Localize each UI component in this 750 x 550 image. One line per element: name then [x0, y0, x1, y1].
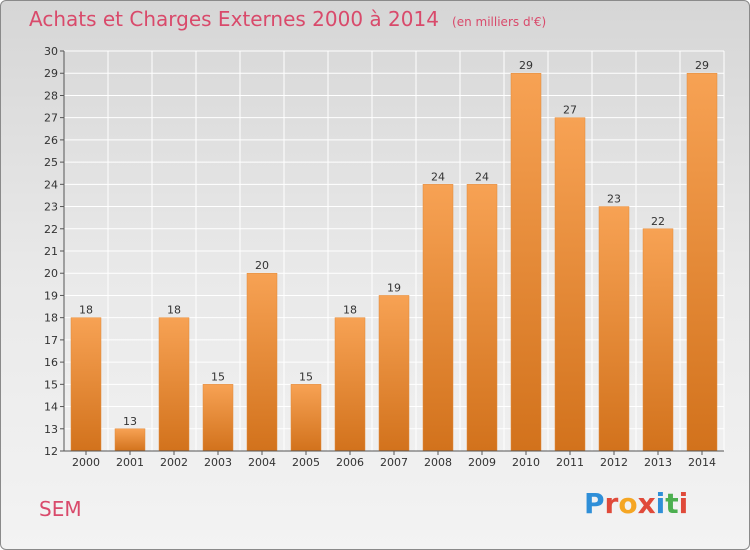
- bar: [466, 184, 498, 452]
- y-tick-label: 12: [44, 445, 58, 458]
- bar: [334, 317, 366, 452]
- x-tick-label: 2002: [160, 456, 188, 469]
- bar-value-label: 24: [475, 170, 489, 183]
- bar: [290, 384, 322, 452]
- y-tick-label: 22: [44, 223, 58, 236]
- bar-value-label: 15: [299, 370, 313, 383]
- x-tick-label: 2011: [556, 456, 584, 469]
- bar-value-label: 18: [79, 304, 93, 317]
- bar: [510, 72, 542, 452]
- x-tick-label: 2012: [600, 456, 628, 469]
- y-tick-label: 16: [44, 356, 58, 369]
- bar-value-label: 13: [123, 415, 137, 428]
- bar-value-label: 18: [167, 304, 181, 317]
- x-tick-label: 2003: [204, 456, 232, 469]
- bar-value-label: 15: [211, 370, 225, 383]
- y-tick-label: 20: [44, 267, 58, 280]
- logo-letter: r: [604, 487, 619, 520]
- y-tick-label: 14: [44, 401, 58, 414]
- x-tick-label: 2005: [292, 456, 320, 469]
- chart-unit: (en milliers d'€): [452, 15, 547, 29]
- logo-letter: x: [637, 487, 656, 520]
- bar-value-label: 20: [255, 259, 269, 272]
- proxiti-logo: Proxiti: [584, 487, 688, 520]
- bar: [554, 117, 586, 452]
- y-tick-label: 21: [44, 245, 58, 258]
- bar-value-label: 29: [519, 59, 533, 72]
- x-tick-label: 2007: [380, 456, 408, 469]
- y-tick-label: 28: [44, 89, 58, 102]
- x-tick-label: 2008: [424, 456, 452, 469]
- logo-letter: t: [665, 487, 679, 520]
- bar-value-label: 24: [431, 170, 445, 183]
- bar-value-label: 18: [343, 304, 357, 317]
- bar: [378, 295, 410, 452]
- bar: [686, 72, 718, 452]
- bar: [158, 317, 190, 452]
- bar: [70, 317, 102, 452]
- y-tick-label: 15: [44, 378, 58, 391]
- x-tick-label: 2000: [72, 456, 100, 469]
- x-tick-label: 2006: [336, 456, 364, 469]
- y-tick-label: 27: [44, 112, 58, 125]
- bar-value-label: 19: [387, 281, 401, 294]
- y-tick-label: 23: [44, 201, 58, 214]
- chart-title: Achats et Charges Externes 2000 à 2014: [29, 7, 439, 31]
- y-tick-label: 25: [44, 156, 58, 169]
- x-tick-label: 2010: [512, 456, 540, 469]
- bar-value-label: 29: [695, 59, 709, 72]
- x-tick-label: 2001: [116, 456, 144, 469]
- x-tick-label: 2004: [248, 456, 276, 469]
- bar: [114, 428, 146, 452]
- commune-name: SEM: [39, 497, 82, 521]
- bar: [598, 206, 630, 452]
- y-tick-label: 17: [44, 334, 58, 347]
- y-tick-label: 18: [44, 312, 58, 325]
- bar: [422, 184, 454, 452]
- x-tick-label: 2009: [468, 456, 496, 469]
- x-tick-label: 2014: [688, 456, 716, 469]
- bar: [202, 384, 234, 452]
- chart-title-row: Achats et Charges Externes 2000 à 2014 (…: [29, 7, 546, 31]
- bar-value-label: 22: [651, 215, 665, 228]
- y-tick-label: 13: [44, 423, 58, 436]
- y-tick-label: 19: [44, 289, 58, 302]
- bar-value-label: 23: [607, 193, 621, 206]
- logo-letter: o: [618, 487, 638, 520]
- y-tick-label: 29: [44, 67, 58, 80]
- logo-letter: P: [584, 487, 605, 520]
- x-tick-label: 2013: [644, 456, 672, 469]
- bar-value-label: 27: [563, 104, 577, 117]
- logo-letter: i: [678, 487, 689, 520]
- y-tick-label: 26: [44, 134, 58, 147]
- bar: [642, 228, 674, 452]
- y-tick-label: 24: [44, 178, 58, 191]
- y-tick-label: 30: [44, 45, 58, 58]
- logo-letter: i: [655, 487, 666, 520]
- bar: [246, 272, 278, 452]
